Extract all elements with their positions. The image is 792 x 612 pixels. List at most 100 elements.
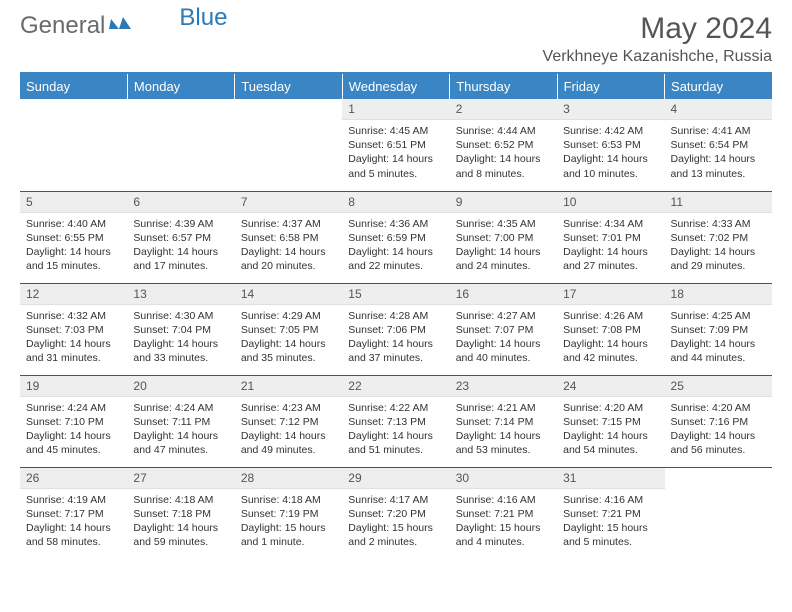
- day-line: and 29 minutes.: [671, 259, 766, 273]
- day-number: 4: [665, 99, 772, 120]
- weekday-header: Monday: [127, 74, 234, 99]
- day-line: Sunset: 6:58 PM: [241, 231, 336, 245]
- day-details: Sunrise: 4:17 AMSunset: 7:20 PMDaylight:…: [342, 489, 449, 554]
- day-details: Sunrise: 4:26 AMSunset: 7:08 PMDaylight:…: [557, 305, 664, 370]
- day-line: Daylight: 14 hours: [133, 337, 228, 351]
- calendar-cell: 18Sunrise: 4:25 AMSunset: 7:09 PMDayligh…: [665, 283, 772, 375]
- day-line: Daylight: 14 hours: [241, 429, 336, 443]
- logo-text-2: Blue: [179, 4, 227, 32]
- day-line: and 33 minutes.: [133, 351, 228, 365]
- day-line: Sunrise: 4:23 AM: [241, 401, 336, 415]
- day-number: 3: [557, 99, 664, 120]
- day-line: and 56 minutes.: [671, 443, 766, 457]
- day-number: 16: [450, 284, 557, 305]
- day-line: Sunrise: 4:20 AM: [563, 401, 658, 415]
- day-number: 15: [342, 284, 449, 305]
- day-details: Sunrise: 4:24 AMSunset: 7:11 PMDaylight:…: [127, 397, 234, 462]
- calendar-row: 5Sunrise: 4:40 AMSunset: 6:55 PMDaylight…: [20, 191, 772, 283]
- calendar-cell: [665, 467, 772, 559]
- day-details: Sunrise: 4:25 AMSunset: 7:09 PMDaylight:…: [665, 305, 772, 370]
- day-line: Daylight: 14 hours: [563, 429, 658, 443]
- day-line: and 2 minutes.: [348, 535, 443, 549]
- day-line: and 20 minutes.: [241, 259, 336, 273]
- day-line: Daylight: 14 hours: [133, 429, 228, 443]
- day-details: Sunrise: 4:34 AMSunset: 7:01 PMDaylight:…: [557, 213, 664, 278]
- calendar-cell: 8Sunrise: 4:36 AMSunset: 6:59 PMDaylight…: [342, 191, 449, 283]
- day-line: Sunset: 7:07 PM: [456, 323, 551, 337]
- day-details: Sunrise: 4:40 AMSunset: 6:55 PMDaylight:…: [20, 213, 127, 278]
- day-line: Daylight: 15 hours: [456, 521, 551, 535]
- day-line: Sunset: 7:11 PM: [133, 415, 228, 429]
- day-line: Daylight: 15 hours: [241, 521, 336, 535]
- day-line: Sunset: 7:19 PM: [241, 507, 336, 521]
- calendar-body: 1Sunrise: 4:45 AMSunset: 6:51 PMDaylight…: [20, 99, 772, 559]
- day-number: 9: [450, 192, 557, 213]
- day-number: 21: [235, 376, 342, 397]
- day-line: Sunset: 7:13 PM: [348, 415, 443, 429]
- calendar-cell: 7Sunrise: 4:37 AMSunset: 6:58 PMDaylight…: [235, 191, 342, 283]
- day-number: 13: [127, 284, 234, 305]
- calendar-cell: 14Sunrise: 4:29 AMSunset: 7:05 PMDayligh…: [235, 283, 342, 375]
- day-line: and 15 minutes.: [26, 259, 121, 273]
- day-line: Sunset: 6:53 PM: [563, 138, 658, 152]
- day-details: Sunrise: 4:19 AMSunset: 7:17 PMDaylight:…: [20, 489, 127, 554]
- day-details: Sunrise: 4:30 AMSunset: 7:04 PMDaylight:…: [127, 305, 234, 370]
- day-details: Sunrise: 4:29 AMSunset: 7:05 PMDaylight:…: [235, 305, 342, 370]
- day-line: Sunset: 7:15 PM: [563, 415, 658, 429]
- day-line: Sunrise: 4:40 AM: [26, 217, 121, 231]
- day-details: Sunrise: 4:41 AMSunset: 6:54 PMDaylight:…: [665, 120, 772, 185]
- day-details: Sunrise: 4:18 AMSunset: 7:18 PMDaylight:…: [127, 489, 234, 554]
- day-number: 23: [450, 376, 557, 397]
- day-line: Sunrise: 4:27 AM: [456, 309, 551, 323]
- day-line: and 5 minutes.: [563, 535, 658, 549]
- day-line: Sunrise: 4:26 AM: [563, 309, 658, 323]
- day-line: Daylight: 14 hours: [26, 429, 121, 443]
- day-number: 24: [557, 376, 664, 397]
- calendar-cell: 17Sunrise: 4:26 AMSunset: 7:08 PMDayligh…: [557, 283, 664, 375]
- day-line: Daylight: 14 hours: [26, 245, 121, 259]
- day-line: Sunset: 7:14 PM: [456, 415, 551, 429]
- day-details: Sunrise: 4:23 AMSunset: 7:12 PMDaylight:…: [235, 397, 342, 462]
- day-details: Sunrise: 4:20 AMSunset: 7:15 PMDaylight:…: [557, 397, 664, 462]
- day-line: Sunrise: 4:22 AM: [348, 401, 443, 415]
- day-line: Daylight: 14 hours: [456, 337, 551, 351]
- calendar-cell: 20Sunrise: 4:24 AMSunset: 7:11 PMDayligh…: [127, 375, 234, 467]
- day-details: Sunrise: 4:16 AMSunset: 7:21 PMDaylight:…: [557, 489, 664, 554]
- calendar-cell: 21Sunrise: 4:23 AMSunset: 7:12 PMDayligh…: [235, 375, 342, 467]
- weekday-header: Friday: [557, 74, 664, 99]
- day-number: 2: [450, 99, 557, 120]
- day-line: Daylight: 14 hours: [241, 337, 336, 351]
- day-line: Daylight: 14 hours: [671, 337, 766, 351]
- location: Verkhneye Kazanishche, Russia: [543, 48, 772, 66]
- day-line: Daylight: 14 hours: [671, 245, 766, 259]
- calendar-cell: 25Sunrise: 4:20 AMSunset: 7:16 PMDayligh…: [665, 375, 772, 467]
- calendar-cell: 1Sunrise: 4:45 AMSunset: 6:51 PMDaylight…: [342, 99, 449, 191]
- day-line: Sunset: 7:08 PM: [563, 323, 658, 337]
- day-line: Sunset: 7:01 PM: [563, 231, 658, 245]
- day-line: Daylight: 14 hours: [26, 521, 121, 535]
- day-details: Sunrise: 4:16 AMSunset: 7:21 PMDaylight:…: [450, 489, 557, 554]
- day-number: 29: [342, 468, 449, 489]
- day-line: and 24 minutes.: [456, 259, 551, 273]
- day-line: Sunrise: 4:33 AM: [671, 217, 766, 231]
- page-header: General Blue May 2024 Verkhneye Kazanish…: [20, 12, 772, 66]
- day-line: and 54 minutes.: [563, 443, 658, 457]
- day-number: 10: [557, 192, 664, 213]
- day-line: Sunrise: 4:17 AM: [348, 493, 443, 507]
- weekday-header: Saturday: [665, 74, 772, 99]
- day-line: and 58 minutes.: [26, 535, 121, 549]
- calendar-cell: 19Sunrise: 4:24 AMSunset: 7:10 PMDayligh…: [20, 375, 127, 467]
- day-line: Sunset: 7:17 PM: [26, 507, 121, 521]
- day-line: and 44 minutes.: [671, 351, 766, 365]
- day-line: Sunrise: 4:37 AM: [241, 217, 336, 231]
- day-line: Sunset: 7:21 PM: [456, 507, 551, 521]
- day-line: Sunrise: 4:28 AM: [348, 309, 443, 323]
- day-number: 20: [127, 376, 234, 397]
- day-details: Sunrise: 4:24 AMSunset: 7:10 PMDaylight:…: [20, 397, 127, 462]
- day-line: Daylight: 14 hours: [133, 521, 228, 535]
- day-line: and 27 minutes.: [563, 259, 658, 273]
- calendar-cell: 15Sunrise: 4:28 AMSunset: 7:06 PMDayligh…: [342, 283, 449, 375]
- day-line: Sunrise: 4:42 AM: [563, 124, 658, 138]
- day-number: 6: [127, 192, 234, 213]
- day-line: Sunrise: 4:21 AM: [456, 401, 551, 415]
